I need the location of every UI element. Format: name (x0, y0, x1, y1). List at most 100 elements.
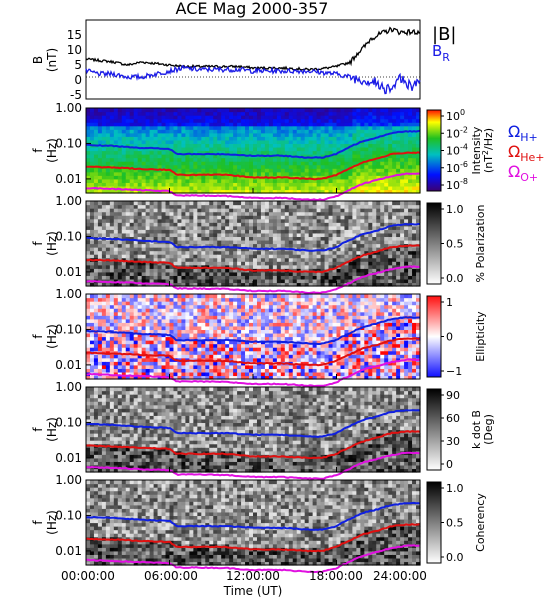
heatmap-cell (412, 278, 417, 284)
heatmap-cell (86, 154, 91, 159)
heatmap-cell (161, 271, 167, 276)
heatmap-cell (185, 225, 190, 230)
heatmap-cell (368, 146, 373, 152)
heatmap-cell (181, 143, 187, 148)
heatmap-cell (276, 185, 282, 191)
heatmap-cell (113, 122, 119, 127)
heatmap-cell (93, 247, 99, 252)
heatmap-cell (340, 171, 346, 176)
heatmap-cell (109, 178, 115, 183)
heatmap-cell (412, 168, 417, 173)
heatmap-cell (137, 108, 143, 113)
heatmap-cell (268, 275, 274, 280)
heatmap-cell (292, 168, 298, 173)
heatmap-cell (169, 143, 175, 148)
heatmap-cell (89, 171, 95, 176)
heatmap-cell (352, 229, 357, 234)
heatmap-cell (121, 278, 127, 284)
heatmap-cell (348, 268, 354, 273)
heatmap-cell (149, 122, 155, 127)
heatmap-cell (280, 215, 286, 220)
heatmap-cell (173, 375, 179, 380)
heatmap-cell (229, 294, 234, 299)
heatmap-cell (352, 154, 357, 159)
heatmap-cell (229, 343, 234, 348)
heatmap-cell (189, 132, 194, 137)
heatmap-cell (225, 178, 230, 183)
heatmap-cell (284, 125, 290, 130)
heatmap-cell (300, 254, 306, 259)
heatmap-cell (348, 171, 354, 176)
heatmap-cell (97, 118, 103, 123)
heatmap-cell (284, 146, 290, 152)
heatmap-cell (153, 118, 159, 123)
heatmap-cell (161, 111, 167, 116)
heatmap-cell (209, 275, 214, 280)
heatmap-cell (296, 178, 302, 183)
heatmap-cell (400, 178, 405, 183)
heatmap-cell (89, 225, 95, 230)
heatmap-cell (260, 122, 266, 127)
heatmap-cell (105, 122, 111, 127)
heatmap-cell (260, 257, 266, 262)
heatmap-cell (280, 261, 286, 266)
heatmap-cell (129, 254, 135, 259)
heatmap-cell (352, 111, 357, 116)
heatmap-cell (229, 361, 234, 366)
heatmap-cell (109, 146, 115, 152)
heatmap-cell (268, 264, 274, 269)
heatmap-cell (360, 150, 365, 155)
heatmap-cell (193, 354, 198, 359)
heatmap-cell (336, 222, 342, 227)
heatmap-cell (153, 264, 159, 269)
heatmap-cell (161, 247, 167, 252)
heatmap-cell (173, 271, 179, 276)
heatmap-cell (177, 361, 183, 366)
heatmap-cell (380, 115, 385, 120)
heatmap-cell (388, 132, 393, 137)
heatmap-cell (93, 250, 99, 255)
heatmap-cell (380, 268, 385, 273)
heatmap-cell (213, 315, 218, 320)
heatmap-cell (149, 250, 155, 255)
heatmap-cell (169, 271, 175, 276)
heatmap-cell (209, 364, 214, 369)
heatmap-cell (197, 225, 202, 230)
heatmap-cell (209, 315, 214, 320)
heatmap-cell (217, 318, 222, 323)
heatmap-cell (352, 129, 357, 134)
heatmap-cell (157, 225, 163, 230)
heatmap-cell (149, 315, 155, 320)
heatmap-cell (352, 122, 357, 127)
heatmap-cell (209, 350, 214, 355)
heatmap-cell (292, 115, 298, 120)
heatmap-cell (205, 325, 210, 331)
heatmap-cell (249, 222, 254, 227)
heatmap-cell (364, 268, 369, 273)
heatmap-cell (97, 139, 103, 145)
heatmap-cell (149, 311, 155, 316)
heatmap-cell (396, 211, 401, 216)
heatmap-cell (86, 115, 91, 120)
heatmap-cell (229, 236, 234, 241)
heatmap-cell (348, 164, 354, 169)
heatmap-cell (129, 361, 135, 366)
heatmap-cell (332, 204, 338, 209)
heatmap-cell (380, 168, 385, 173)
heatmap-cell (193, 215, 198, 220)
heatmap-cell (101, 254, 107, 259)
heatmap-cell (109, 225, 115, 230)
heatmap-cell (86, 182, 91, 187)
heatmap-cell (89, 139, 95, 145)
heatmap-cell (105, 340, 111, 345)
heatmap-cell (400, 189, 405, 194)
heatmap-cell (260, 239, 266, 245)
heatmap-cell (97, 340, 103, 345)
heatmap-cell (245, 111, 250, 116)
heatmap-cell (292, 208, 298, 213)
heatmap-cell (93, 239, 99, 245)
heatmap-cell (264, 125, 270, 130)
heatmap-cell (109, 332, 115, 338)
heatmap-cell (89, 211, 95, 216)
heatmap-cell (276, 261, 282, 266)
